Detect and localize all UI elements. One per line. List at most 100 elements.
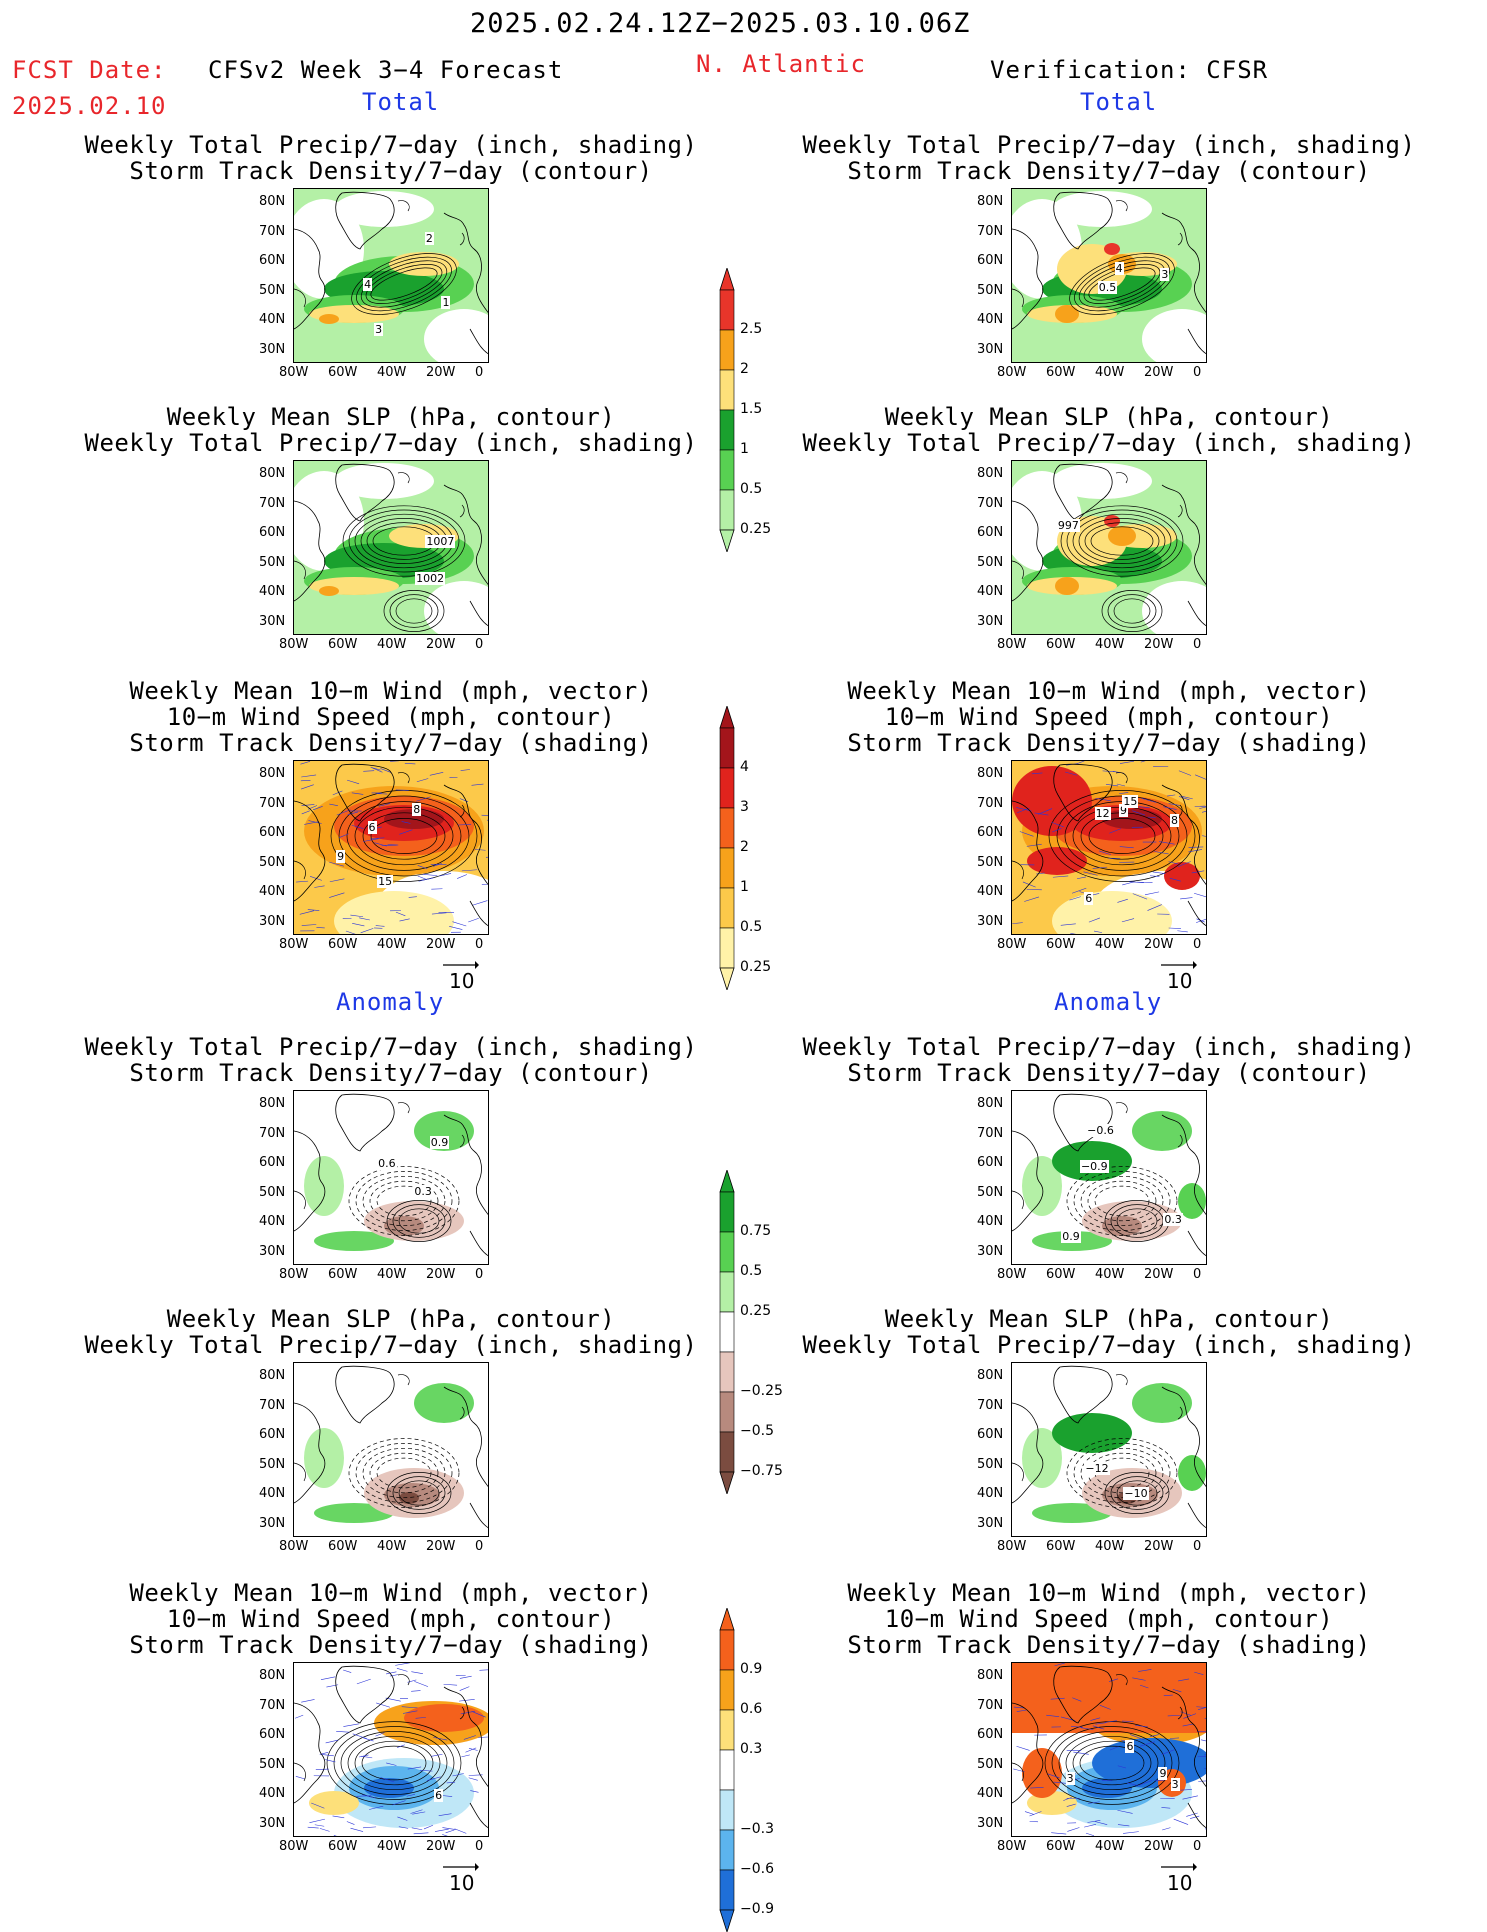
panel-title-line: Weekly Total Precip/7−day (inch, shading… [31, 430, 751, 456]
panel-title-line: Weekly Mean 10−m Wind (mph, vector) [31, 678, 751, 704]
contour-label: 4 [363, 278, 372, 291]
panel-title-line: Weekly Mean 10−m Wind (mph, vector) [749, 1580, 1469, 1606]
colorbar-label: 0.3 [740, 1741, 762, 1757]
lon-tick-label: 20W [426, 937, 455, 952]
lat-tick-label: 80N [259, 194, 285, 209]
lon-tick-label: 20W [426, 637, 455, 652]
panel-title: Weekly Mean SLP (hPa, contour)Weekly Tot… [749, 404, 1469, 456]
lon-tick-label: 80W [279, 365, 308, 380]
lat-tick-label: 60N [977, 1427, 1003, 1442]
lon-tick-label: 0 [1193, 937, 1201, 952]
map-panel-r1-c1 [293, 188, 489, 363]
lat-tick-label: 30N [977, 1816, 1003, 1831]
lat-tick-label: 50N [977, 1185, 1003, 1200]
panel-title: Weekly Mean SLP (hPa, contour)Weekly Tot… [749, 1306, 1469, 1358]
contour-label: 0.3 [1163, 1213, 1183, 1226]
map-panel-r4-c1 [293, 1090, 489, 1265]
colorbar-label: 1 [740, 441, 749, 457]
vector-reference: 10 [1161, 1853, 1197, 1895]
lon-tick-label: 80W [997, 637, 1026, 652]
panel-title-line: Storm Track Density/7−day (contour) [31, 1060, 751, 1086]
lon-tick-label: 0 [475, 365, 483, 380]
vector-reference: 10 [443, 1853, 479, 1895]
fcst-date-label: FCST Date: [12, 56, 167, 84]
lat-tick-label: 50N [259, 555, 285, 570]
panel-title-line: Storm Track Density/7−day (contour) [749, 1060, 1469, 1086]
colorbar-label: 3 [740, 799, 749, 815]
contour-label: 1 [441, 296, 450, 309]
lat-tick-label: 30N [259, 342, 285, 357]
lat-tick-label: 70N [977, 1698, 1003, 1713]
colorbar-label: −0.75 [740, 1463, 783, 1479]
lat-tick-label: 60N [259, 1427, 285, 1442]
lon-tick-label: 80W [997, 1267, 1026, 1282]
map-panel-r3-c1 [293, 760, 489, 935]
map-panel-r5-c1 [293, 1362, 489, 1537]
left-anomaly-label: Anomaly [336, 988, 444, 1016]
panel-title-line: Weekly Total Precip/7−day (inch, shading… [31, 1034, 751, 1060]
panel-title-line: 10−m Wind Speed (mph, contour) [749, 704, 1469, 730]
colorbar-label: 1.5 [740, 401, 762, 417]
panel-title-line: Weekly Mean SLP (hPa, contour) [749, 1306, 1469, 1332]
colorbar-label: 0.75 [740, 1223, 771, 1239]
lat-tick-label: 40N [259, 1786, 285, 1801]
lat-tick-label: 40N [259, 1214, 285, 1229]
contour-label: 3 [1066, 1772, 1075, 1785]
lon-tick-label: 0 [475, 937, 483, 952]
lon-tick-label: 0 [475, 1539, 483, 1554]
lat-tick-label: 50N [977, 555, 1003, 570]
vector-reference-value: 10 [1167, 1871, 1197, 1895]
lon-tick-label: 40W [377, 1539, 406, 1554]
contour-label: 6 [434, 1789, 443, 1802]
date-range-title: 2025.02.24.12Z−2025.03.10.06Z [470, 8, 970, 39]
lat-tick-label: 40N [259, 584, 285, 599]
lat-tick-label: 70N [977, 224, 1003, 239]
lon-tick-label: 20W [1144, 1839, 1173, 1854]
colorbar-label: 0.25 [740, 1303, 771, 1319]
lat-tick-label: 50N [259, 1757, 285, 1772]
panel-title: Weekly Mean SLP (hPa, contour)Weekly Tot… [31, 404, 751, 456]
contour-label: 8 [412, 803, 421, 816]
lon-tick-label: 80W [997, 1539, 1026, 1554]
lat-tick-label: 80N [977, 466, 1003, 481]
lat-tick-label: 50N [977, 283, 1003, 298]
panel-title-line: Weekly Total Precip/7−day (inch, shading… [749, 1332, 1469, 1358]
lat-tick-label: 70N [259, 496, 285, 511]
lat-tick-label: 40N [977, 884, 1003, 899]
lat-tick-label: 80N [259, 1668, 285, 1683]
map-panel-r6-c1 [293, 1662, 489, 1837]
lon-tick-label: 80W [279, 637, 308, 652]
contour-label: 8 [1170, 814, 1179, 827]
lon-tick-label: 20W [426, 1267, 455, 1282]
lat-tick-label: 30N [977, 914, 1003, 929]
panel-title: Weekly Mean 10−m Wind (mph, vector)10−m … [31, 678, 751, 756]
lat-tick-label: 80N [977, 1096, 1003, 1111]
lon-tick-label: 0 [475, 1267, 483, 1282]
colorbar-label: 0.9 [740, 1661, 762, 1677]
contour-label: 3 [374, 323, 383, 336]
lon-tick-label: 20W [1144, 637, 1173, 652]
lon-tick-label: 0 [1193, 365, 1201, 380]
map-panel-r2-c1 [293, 460, 489, 635]
colorbar-label: 4 [740, 759, 749, 775]
lat-tick-label: 60N [977, 1727, 1003, 1742]
lat-tick-label: 70N [977, 1126, 1003, 1141]
lat-tick-label: 40N [977, 1786, 1003, 1801]
lon-tick-label: 0 [1193, 1539, 1201, 1554]
panel-title-line: Weekly Total Precip/7−day (inch, shading… [749, 132, 1469, 158]
lon-tick-label: 40W [377, 937, 406, 952]
lon-tick-label: 60W [1046, 1839, 1075, 1854]
lat-tick-label: 80N [259, 1368, 285, 1383]
panel-title: Weekly Mean 10−m Wind (mph, vector)10−m … [749, 678, 1469, 756]
lon-tick-label: 60W [1046, 937, 1075, 952]
lat-tick-label: 50N [259, 283, 285, 298]
contour-label: 0.9 [430, 1136, 450, 1149]
panel-title: Weekly Mean 10−m Wind (mph, vector)10−m … [31, 1580, 751, 1658]
lat-tick-label: 70N [259, 1126, 285, 1141]
panel-title: Weekly Total Precip/7−day (inch, shading… [31, 132, 751, 184]
lon-tick-label: 20W [426, 365, 455, 380]
contour-label: 6 [368, 821, 377, 834]
lat-tick-label: 60N [259, 1727, 285, 1742]
panel-title-line: Weekly Mean 10−m Wind (mph, vector) [31, 1580, 751, 1606]
lat-tick-label: 80N [259, 466, 285, 481]
